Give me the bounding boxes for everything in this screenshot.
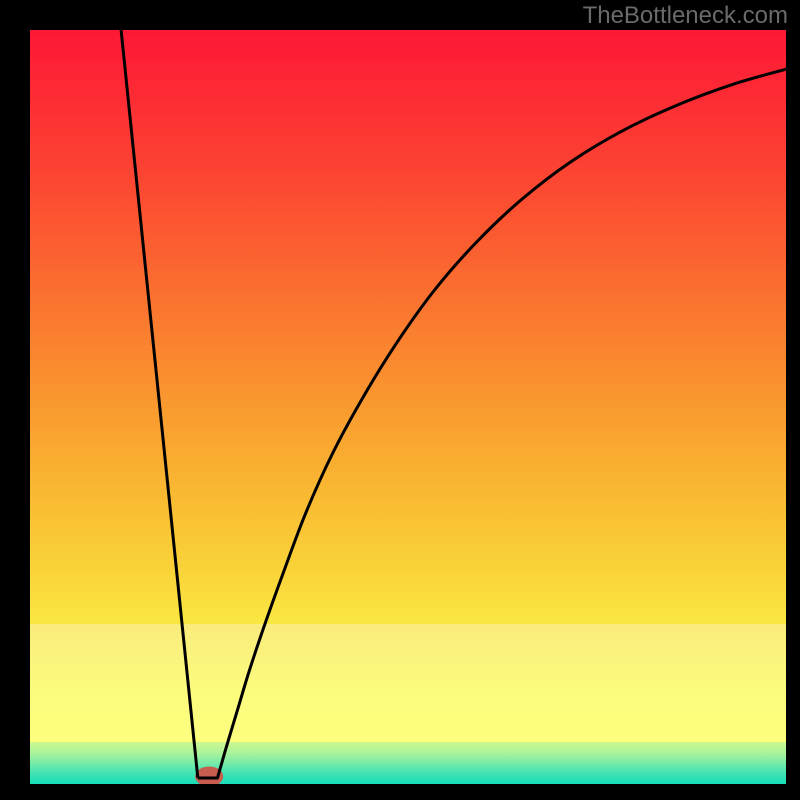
chart-container: TheBottleneck.com xyxy=(0,0,800,800)
curve-layer xyxy=(30,30,786,784)
attribution-text: TheBottleneck.com xyxy=(583,2,788,30)
plot-area xyxy=(30,30,786,784)
descending-line xyxy=(121,30,198,778)
ascending-curve xyxy=(217,69,786,778)
